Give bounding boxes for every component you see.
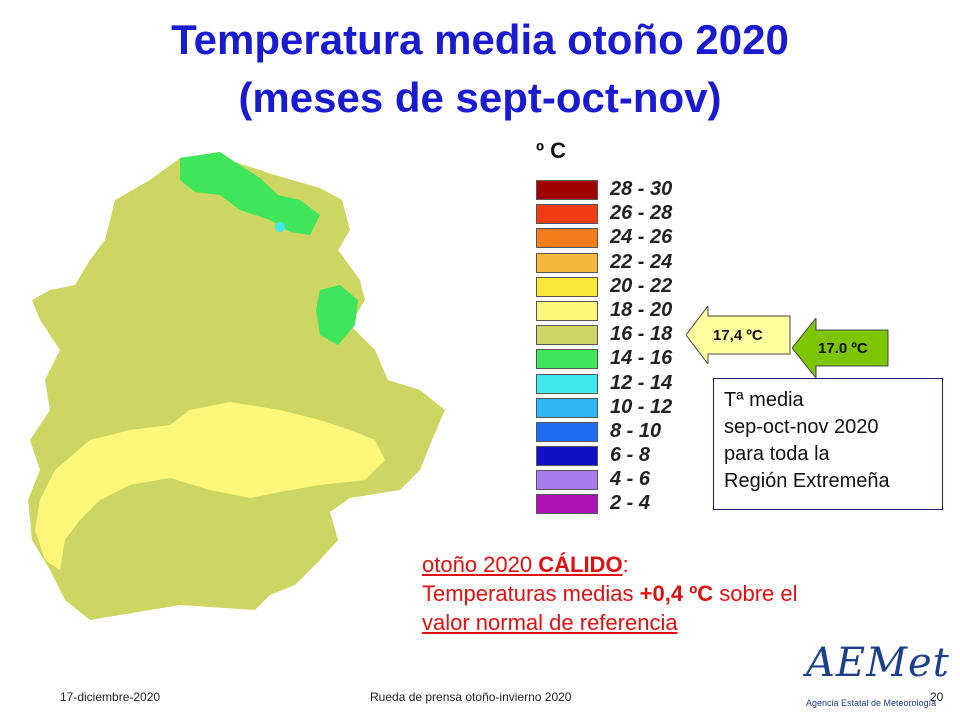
page-number: 20 [930, 690, 944, 704]
legend-label: 14 - 16 [610, 347, 673, 370]
legend-swatch [536, 470, 598, 491]
summary-verdict: CÁLIDO [538, 552, 623, 577]
legend-label: 28 - 30 [610, 178, 673, 200]
legend-swatch [536, 421, 598, 442]
info-line: para toda la [724, 443, 830, 465]
legend-swatch [536, 180, 598, 200]
legend-label: 20 - 22 [610, 274, 673, 297]
legend-label: 18 - 20 [610, 298, 673, 321]
map-spot-cold [275, 222, 285, 232]
slide-title-line-2: (meses de sept-oct-nov) [238, 74, 722, 121]
legend-label: 10 - 12 [610, 395, 673, 418]
info-line: Tª media [724, 389, 804, 411]
legend-label: 6 - 8 [610, 444, 651, 467]
legend-unit: º C [536, 138, 567, 163]
legend-label: 4 - 6 [610, 468, 651, 491]
legend-swatch [536, 349, 598, 370]
legend-label: 22 - 24 [610, 250, 673, 273]
normal-value-arrow [792, 318, 889, 378]
legend-label: 8 - 10 [610, 419, 662, 442]
footer-date: 17-diciembre-2020 [60, 690, 161, 704]
summary-anomaly: +0,4 ºC [639, 581, 714, 606]
legend-swatch [536, 397, 598, 418]
info-box: Tª media sep-oct-nov 2020 para toda la R… [713, 378, 943, 510]
legend-swatch [536, 276, 598, 297]
map-zone-cool [180, 152, 320, 235]
map-region-dominant [28, 152, 445, 620]
summary-line2-prefix: Temperaturas medias [422, 581, 640, 606]
summary-line2-suffix: sobre el [713, 581, 798, 606]
legend-label: 16 - 18 [610, 323, 673, 346]
legend-swatch [536, 325, 598, 346]
legend-label: 26 - 28 [610, 202, 673, 225]
map-zone-cool-east [316, 285, 358, 345]
slide-title-line-1: Temperatura media otoño 2020 [171, 16, 789, 63]
summary-text: otoño 2020 CÁLIDO: Temperaturas medias +… [422, 550, 798, 637]
info-line: sep-oct-nov 2020 [724, 416, 879, 438]
summary-line1-prefix: otoño 2020 [422, 552, 539, 577]
legend-label: 2 - 4 [610, 492, 651, 515]
region-value-arrow [686, 306, 791, 364]
legend-label: 24 - 26 [610, 226, 673, 249]
aemet-logo-subtitle: Agencia Estatal de Meteorología [806, 698, 937, 708]
legend-swatch [536, 204, 598, 225]
legend-swatch [536, 494, 598, 515]
summary-line1-suffix: : [622, 552, 629, 577]
legend-swatch [536, 300, 598, 321]
legend-swatch [536, 252, 598, 273]
footer-event: Rueda de prensa otoño-invierno 2020 [370, 690, 572, 704]
region-value-label: 17,4 ºC [713, 327, 763, 344]
info-line: Región Extremeña [724, 470, 890, 492]
summary-line3: valor normal de referencia [422, 610, 678, 635]
aemet-logo: AEMet [806, 640, 950, 686]
legend-swatch [536, 228, 598, 249]
map-zone-warm [35, 402, 385, 570]
temperature-map [28, 152, 445, 620]
normal-value-label: 17.0 ºC [818, 340, 868, 357]
legend-swatch [536, 373, 598, 394]
legend-swatch [536, 446, 598, 467]
legend-label: 12 - 14 [610, 371, 673, 394]
